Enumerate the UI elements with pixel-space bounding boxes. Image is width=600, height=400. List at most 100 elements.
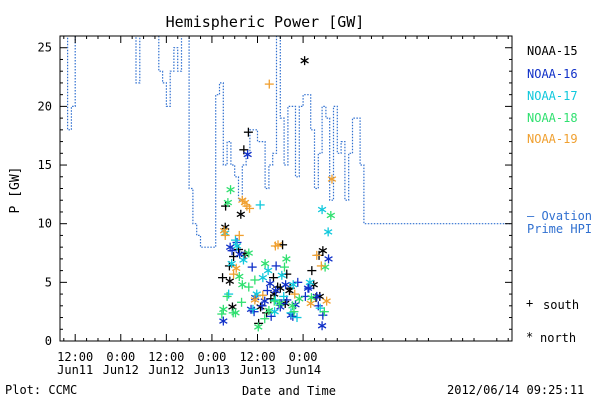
plot-area bbox=[67, 36, 512, 332]
south-marker-noaa-16 bbox=[313, 301, 323, 311]
x-tick-date-label: Jun11 bbox=[57, 363, 93, 377]
legend-item-noaa-16: NOAA-16 bbox=[527, 67, 578, 81]
south-marker-noaa-17 bbox=[224, 289, 234, 299]
legend-north-asterisk-icon: * bbox=[526, 330, 534, 344]
south-marker-noaa-19 bbox=[290, 289, 300, 299]
x-tick-date-label: Jun13 bbox=[239, 363, 275, 377]
north-marker-noaa-19 bbox=[273, 240, 283, 250]
south-marker-noaa-19 bbox=[312, 250, 322, 260]
south-marker-noaa-17 bbox=[270, 295, 280, 305]
legend-north-label: north bbox=[540, 331, 577, 345]
south-marker-noaa-18 bbox=[217, 309, 227, 319]
north-marker-noaa-17 bbox=[305, 277, 315, 287]
south-marker-noaa-15 bbox=[243, 127, 253, 137]
south-marker-noaa-18 bbox=[250, 275, 260, 285]
north-marker-noaa-16 bbox=[324, 254, 333, 264]
south-marker-noaa-18 bbox=[269, 296, 279, 306]
x-tick-time-label: 12:00 bbox=[57, 350, 93, 364]
south-marker-noaa-17 bbox=[255, 200, 265, 210]
south-marker-noaa-19 bbox=[245, 203, 255, 213]
north-marker-noaa-17 bbox=[263, 266, 273, 276]
north-marker-noaa-18 bbox=[326, 210, 336, 220]
legend-south-label: south bbox=[543, 298, 580, 312]
south-marker-noaa-17 bbox=[292, 313, 302, 323]
ovation-hpi-line bbox=[67, 36, 512, 248]
north-marker-noaa-18 bbox=[275, 298, 284, 308]
x-tick-date-label: Jun12 bbox=[148, 363, 184, 377]
south-marker-noaa-18 bbox=[289, 307, 299, 317]
north-marker-noaa-18 bbox=[244, 248, 254, 258]
x-tick-time-label: 12:00 bbox=[239, 350, 275, 364]
north-marker-noaa-16 bbox=[303, 283, 313, 293]
legend-item-noaa-18: NOAA-18 bbox=[527, 111, 578, 125]
north-marker-noaa-15 bbox=[256, 302, 265, 312]
y-tick-label: 5 bbox=[45, 275, 52, 289]
north-marker-noaa-18 bbox=[295, 294, 304, 304]
south-marker-noaa-15 bbox=[307, 266, 317, 276]
north-marker-noaa-17 bbox=[258, 273, 268, 283]
south-marker-noaa-18 bbox=[279, 262, 289, 272]
south-marker-noaa-15 bbox=[218, 273, 228, 283]
north-marker-noaa-15 bbox=[300, 56, 309, 66]
legend-ovation-line: – Ovation bbox=[527, 209, 593, 223]
north-marker-noaa-17 bbox=[317, 205, 327, 215]
north-marker-noaa-17 bbox=[227, 259, 236, 269]
south-marker-noaa-16 bbox=[293, 277, 303, 287]
south-marker-noaa-15 bbox=[278, 240, 288, 250]
south-marker-noaa-18 bbox=[260, 314, 270, 324]
x-tick-date-label: Jun14 bbox=[285, 363, 321, 377]
north-marker-noaa-18 bbox=[235, 271, 244, 281]
north-marker-noaa-17 bbox=[239, 255, 248, 265]
axes: 051015202512:00Jun110:00Jun1212:00Jun120… bbox=[38, 35, 513, 377]
north-marker-noaa-19 bbox=[219, 226, 229, 236]
south-marker-noaa-16 bbox=[262, 286, 272, 296]
south-marker-noaa-19 bbox=[258, 290, 268, 300]
south-marker-noaa-18 bbox=[237, 297, 247, 307]
south-marker-noaa-16 bbox=[271, 261, 281, 271]
south-marker-noaa-17 bbox=[279, 291, 289, 301]
north-marker-noaa-17 bbox=[270, 307, 279, 317]
north-marker-noaa-18 bbox=[260, 259, 270, 269]
south-marker-noaa-19 bbox=[264, 79, 274, 89]
north-marker-noaa-16 bbox=[235, 249, 244, 259]
south-marker-noaa-16 bbox=[247, 262, 257, 272]
x-tick-date-label: Jun13 bbox=[194, 363, 230, 377]
south-marker-noaa-19 bbox=[229, 269, 239, 279]
north-marker-noaa-19 bbox=[327, 174, 337, 184]
north-marker-noaa-17 bbox=[277, 270, 287, 280]
y-tick-label: 20 bbox=[38, 99, 52, 113]
legend-ovation-label: Prime HPI bbox=[527, 222, 593, 236]
plot-frame bbox=[59, 35, 513, 342]
plot-credit: Plot: CCMC bbox=[5, 383, 78, 397]
north-marker-noaa-16 bbox=[225, 242, 235, 252]
north-marker-noaa-19 bbox=[250, 295, 260, 305]
north-marker-noaa-18 bbox=[231, 308, 240, 318]
north-marker-noaa-18 bbox=[264, 306, 274, 315]
y-tick-label: 25 bbox=[38, 41, 52, 55]
south-marker-noaa-15 bbox=[221, 201, 231, 211]
north-marker-noaa-18 bbox=[320, 262, 330, 272]
legend-item-noaa-19: NOAA-19 bbox=[527, 132, 578, 146]
x-tick-date-label: Jun12 bbox=[103, 363, 139, 377]
north-marker-noaa-17 bbox=[323, 227, 333, 237]
south-marker-noaa-19 bbox=[220, 230, 230, 240]
south-marker-noaa-17 bbox=[248, 304, 258, 314]
north-marker-noaa-15 bbox=[225, 276, 235, 286]
north-marker-noaa-18 bbox=[226, 185, 235, 195]
north-marker-noaa-18 bbox=[288, 301, 297, 311]
x-tick-time-label: 12:00 bbox=[148, 350, 184, 364]
x-tick-time-label: 0:00 bbox=[197, 350, 226, 364]
north-marker-noaa-16 bbox=[243, 149, 252, 159]
x-axis-label: Date and Time bbox=[242, 384, 336, 398]
y-tick-label: 10 bbox=[38, 217, 52, 231]
north-marker-noaa-15 bbox=[236, 209, 246, 219]
north-marker-noaa-17 bbox=[232, 241, 242, 251]
y-tick-label: 15 bbox=[38, 158, 52, 172]
north-marker-noaa-19 bbox=[306, 298, 315, 308]
south-marker-noaa-17 bbox=[230, 235, 240, 245]
north-marker-noaa-15 bbox=[318, 246, 328, 256]
legend-item-noaa-15: NOAA-15 bbox=[527, 44, 578, 58]
north-marker-noaa-16 bbox=[260, 296, 269, 306]
south-marker-noaa-19 bbox=[316, 261, 326, 271]
